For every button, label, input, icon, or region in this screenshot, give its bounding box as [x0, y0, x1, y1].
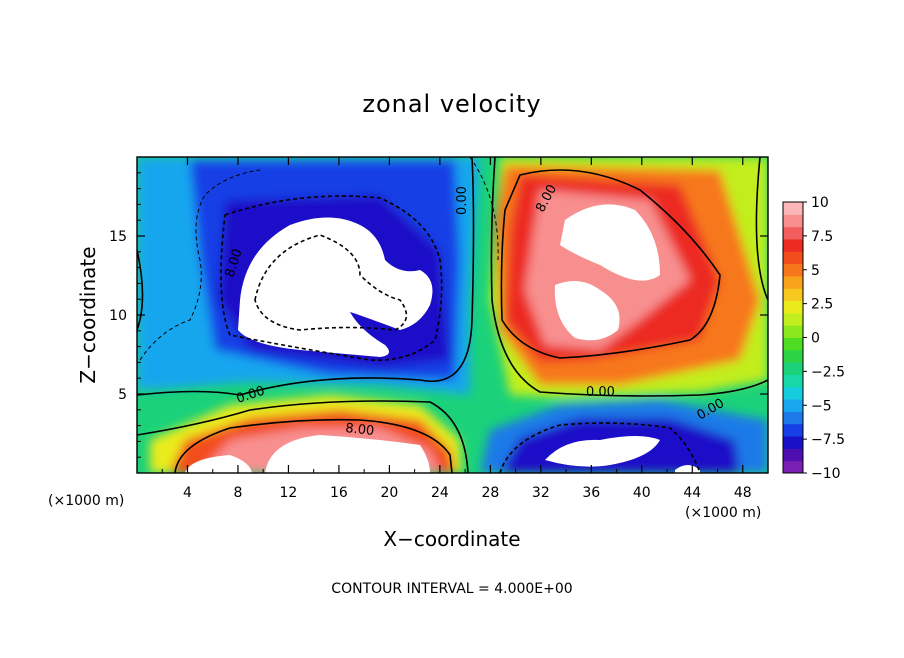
- x-tick-label: 4: [183, 485, 192, 501]
- colorbar-tick-label: −5: [811, 398, 832, 414]
- contour-zero-left: [137, 157, 475, 396]
- x-tick-label: 36: [582, 485, 600, 501]
- colorbar: 10 7.5 5 2.5 0 −2.5 −5 −7.5 −10: [782, 195, 845, 482]
- field-core-lower-right: [545, 436, 660, 467]
- y-tick-label: 10: [109, 308, 127, 324]
- x-tick-label: 8: [233, 485, 242, 501]
- contour-label-2: 0.00: [455, 186, 470, 215]
- field-core-lower-left-b: [265, 435, 430, 473]
- colorbar-tick-label: 7.5: [811, 229, 833, 245]
- y-tick-label: 5: [118, 387, 127, 403]
- colorbar-tick-label: 2.5: [811, 297, 833, 313]
- contour-right-edge: [755, 157, 768, 301]
- contour-lines: [137, 157, 768, 473]
- contour-zero-right: [490, 157, 768, 397]
- colorbar-swatch: [783, 238, 803, 252]
- y-axis-label: Z−coordinate: [76, 246, 100, 383]
- x-tick-label: 20: [380, 485, 398, 501]
- contour-minus4-mid: [469, 157, 499, 261]
- contour-minus12-upper: [254, 234, 408, 331]
- field-core-lower-right-small: [675, 465, 700, 473]
- x-tick-label: 32: [532, 485, 550, 501]
- colorbar-swatch: [783, 448, 803, 462]
- contour-minus4-left: [139, 169, 261, 361]
- x-unit-label: (×1000 m): [685, 505, 761, 521]
- colorbar-swatch: [783, 349, 803, 363]
- x-tick-label: 24: [431, 485, 449, 501]
- colorbar-swatch: [783, 263, 803, 277]
- velocity-field: 8.00 0.00 8.00 0.00 0.00 8.00 0.00: [137, 157, 768, 473]
- y-tick-label: 15: [109, 229, 127, 245]
- x-tick-label: 12: [280, 485, 298, 501]
- field-core-upper-right-b: [554, 281, 620, 341]
- colorbar-swatch: [783, 460, 803, 474]
- colorbar-swatch: [783, 411, 803, 425]
- colorbar-swatch: [783, 374, 803, 388]
- contour-plus8-lower: [174, 418, 453, 473]
- contour-interval-note: CONTOUR INTERVAL = 4.000E+00: [331, 581, 572, 597]
- contour-minus8-lower: [499, 422, 701, 473]
- x-tick-label: 48: [734, 485, 752, 501]
- colorbar-swatch: [783, 226, 803, 240]
- contour-left-edge: [137, 249, 144, 331]
- contour-plus8-upper: [500, 169, 721, 359]
- colorbar-swatch: [783, 214, 803, 228]
- contour-lines-negative: [139, 157, 701, 473]
- field-core-lower-left-a: [185, 455, 252, 473]
- colorbar-tick-label: −10: [811, 466, 841, 482]
- colorbar-tick-label: 10: [811, 195, 829, 211]
- y-axis: 5 10 15: [109, 172, 768, 458]
- colorbar-swatch: [783, 325, 803, 338]
- colorbar-swatch: [783, 202, 803, 215]
- x-axis: 4 8 12 16 20 24 28 32 36 40 44 48: [161, 157, 752, 501]
- x-tick-label: 16: [330, 485, 348, 501]
- chart-title: zonal velocity: [362, 90, 541, 118]
- colorbar-swatch: [783, 288, 803, 302]
- colorbar-tick-label: −2.5: [811, 364, 845, 380]
- contour-zero-lower: [137, 400, 469, 473]
- colorbar-tick-label: 0: [811, 331, 820, 347]
- field-core-upper-right-a: [560, 204, 660, 281]
- x-axis-label: X−coordinate: [383, 527, 520, 551]
- colorbar-swatch: [783, 386, 803, 400]
- colorbar-swatch: [783, 275, 803, 289]
- z-unit-label: (×1000 m): [48, 493, 124, 509]
- colorbar-swatch: [783, 436, 803, 449]
- x-tick-label: 28: [481, 485, 499, 501]
- colorbar-swatch: [783, 399, 803, 412]
- colorbar-swatch: [783, 337, 803, 351]
- colorbar-swatch: [783, 312, 803, 326]
- colorbar-swatch: [783, 251, 803, 265]
- colorbar-tick-label: −7.5: [811, 432, 845, 448]
- contour-label-6: 8.00: [345, 421, 375, 439]
- contour-label-5: 0.00: [586, 385, 615, 400]
- colorbar-swatch: [783, 300, 803, 314]
- colorbar-swatch: [783, 423, 803, 437]
- colorbar-swatch: [783, 362, 803, 375]
- x-tick-label: 40: [633, 485, 651, 501]
- contour-minus8-upper: [220, 195, 443, 361]
- field-core-upper-left: [238, 217, 433, 357]
- colorbar-tick-label: 5: [811, 263, 820, 279]
- x-tick-label: 44: [683, 485, 701, 501]
